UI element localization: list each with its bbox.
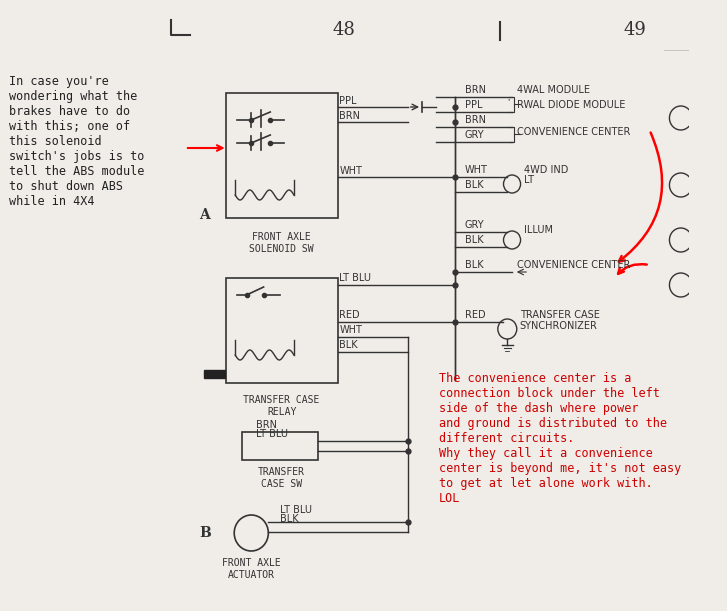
- Text: 49: 49: [624, 21, 647, 39]
- Text: BRN: BRN: [465, 115, 486, 125]
- Text: ILLUM: ILLUM: [524, 225, 553, 235]
- Text: TRANSFER CASE
RELAY: TRANSFER CASE RELAY: [244, 395, 320, 417]
- FancyArrowPatch shape: [618, 264, 647, 274]
- Text: GRY: GRY: [465, 130, 484, 140]
- Text: BRN: BRN: [340, 111, 361, 121]
- Text: PPL: PPL: [340, 96, 357, 106]
- Text: LT BLU: LT BLU: [280, 505, 312, 515]
- Text: 48: 48: [333, 21, 356, 39]
- Text: 4WD IND: 4WD IND: [524, 165, 569, 175]
- Text: BRN: BRN: [256, 420, 277, 430]
- Text: A: A: [199, 208, 210, 222]
- Text: WHT: WHT: [340, 166, 362, 176]
- Text: BLK: BLK: [465, 235, 483, 245]
- Text: RED: RED: [465, 310, 485, 320]
- Text: CONVENIENCE CENTER: CONVENIENCE CENTER: [517, 127, 630, 137]
- Text: FRONT AXLE
SOLENOID SW: FRONT AXLE SOLENOID SW: [249, 232, 314, 254]
- Text: RED: RED: [340, 310, 360, 320]
- Text: TRANSFER CASE: TRANSFER CASE: [520, 310, 600, 320]
- Text: 4WAL MODULE: 4WAL MODULE: [517, 85, 590, 95]
- Text: CONVENIENCE CENTER: CONVENIENCE CENTER: [517, 260, 630, 270]
- Text: WHT: WHT: [465, 165, 488, 175]
- Text: The convenience center is a
connection block under the left
side of the dash whe: The convenience center is a connection b…: [439, 372, 681, 505]
- Text: TRANSFER
CASE SW: TRANSFER CASE SW: [258, 467, 305, 489]
- Text: WHT: WHT: [340, 325, 362, 335]
- Text: GRY: GRY: [465, 220, 484, 230]
- Text: B: B: [199, 526, 211, 540]
- Text: BLK: BLK: [465, 180, 483, 190]
- Text: BLK: BLK: [280, 514, 298, 524]
- Text: RWAL DIODE MODULE: RWAL DIODE MODULE: [517, 100, 625, 110]
- Text: LT: LT: [524, 175, 534, 185]
- Text: LT BLU: LT BLU: [340, 273, 371, 283]
- Bar: [204, 370, 225, 378]
- Text: LT BLU: LT BLU: [256, 429, 288, 439]
- Text: SYNCHRONIZER: SYNCHRONIZER: [520, 321, 598, 331]
- Text: BLK: BLK: [465, 260, 483, 270]
- FancyArrowPatch shape: [619, 133, 662, 262]
- Text: BRN: BRN: [465, 85, 486, 95]
- Text: In case you're
wondering what the
brakes have to do
with this; one of
this solen: In case you're wondering what the brakes…: [9, 75, 145, 208]
- Text: BLK: BLK: [340, 340, 358, 350]
- Text: FRONT AXLE
ACTUATOR: FRONT AXLE ACTUATOR: [222, 558, 281, 580]
- Text: PPL: PPL: [465, 100, 482, 110]
